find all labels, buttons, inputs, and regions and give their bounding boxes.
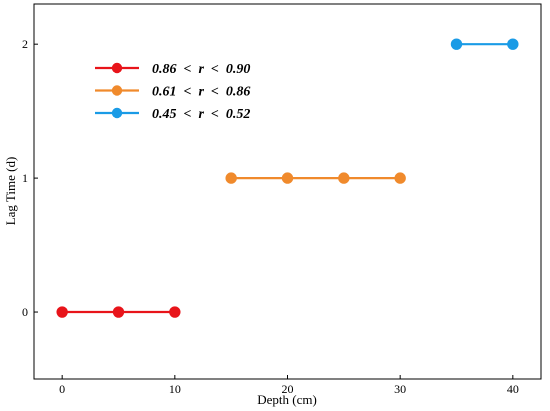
- data-point: [112, 306, 125, 318]
- y-tick-label: 0: [22, 305, 28, 319]
- data-point: [56, 306, 68, 318]
- plot-frame: [33, 3, 542, 380]
- data-point: [338, 172, 350, 184]
- data-point: [507, 38, 519, 50]
- y-axis-label: Lag Time (d): [3, 157, 18, 226]
- x-axis-label: Depth (cm): [257, 392, 317, 407]
- data-point: [450, 38, 463, 50]
- legend-marker: [111, 62, 123, 74]
- data-point: [394, 172, 406, 184]
- axis-ticks: 0 10 20 30 40 0 1 2: [22, 37, 519, 396]
- legend: 0.86 < r < 0.90 0.61 < r < 0.86 0.45 < r <…: [95, 62, 250, 122]
- y-tick-label: 2: [22, 37, 28, 51]
- legend-marker: [111, 85, 123, 96]
- x-tick-label: 40: [507, 382, 519, 396]
- x-tick-label: 20: [282, 382, 294, 396]
- legend-marker: [111, 107, 123, 119]
- data-point: [225, 172, 237, 184]
- x-tick-label: 30: [394, 382, 406, 396]
- legend-label: 0.86 < r < 0.90: [152, 62, 250, 77]
- x-tick-label: 0: [59, 382, 65, 396]
- data-point: [169, 306, 181, 318]
- x-tick-label: 10: [169, 382, 181, 396]
- legend-label: 0.45 < r < 0.52: [152, 107, 250, 122]
- legend-label: 0.61 < r < 0.86: [152, 85, 250, 100]
- y-tick-label: 1: [22, 171, 28, 185]
- series-layer: [56, 38, 519, 318]
- data-point: [281, 172, 294, 184]
